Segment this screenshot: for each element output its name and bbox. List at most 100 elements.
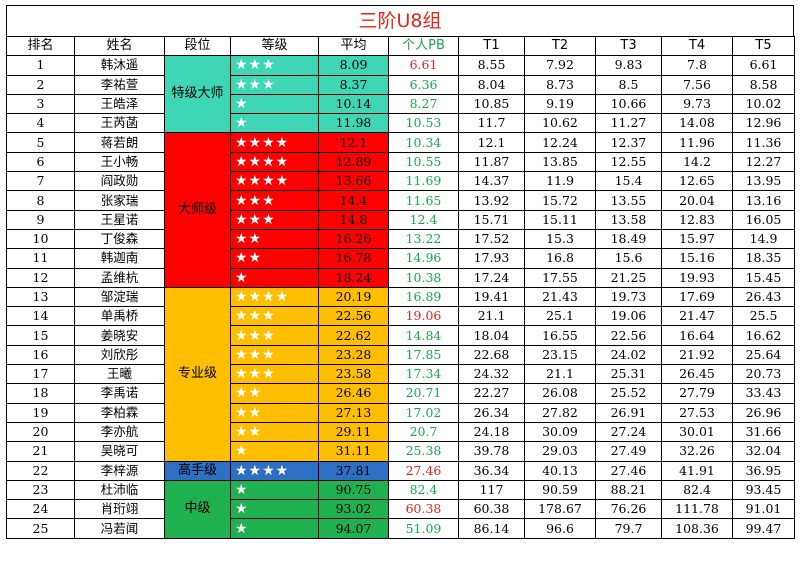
level-stars: ★★★: [230, 209, 319, 230]
rank-cell: 6: [6, 151, 75, 173]
t1-cell: 24.18: [458, 421, 525, 443]
average-cell: 13.66: [318, 171, 389, 192]
t1-cell: 14.37: [458, 171, 525, 192]
t2-cell: 10.62: [524, 113, 596, 134]
name-cell: 李禹诺: [74, 383, 165, 404]
t1-cell: 10.85: [458, 93, 525, 115]
t1-cell: 22.68: [458, 344, 525, 366]
name-cell: 李亦航: [74, 421, 165, 443]
pb-cell: 82.4: [388, 479, 459, 501]
header-pb: 个人PB: [388, 35, 459, 57]
t3-cell: 79.7: [595, 518, 662, 539]
level-stars: ★★★: [230, 55, 319, 76]
header-t1: T1: [458, 35, 525, 57]
table-row: 25 冯若闻 ★ 94.07 51.09 86.14 96.6 79.7 108.36 99.47: [6, 518, 795, 539]
table-row: 16 刘欣彤 ★★★ 23.28 17.85 22.68 23.15 24.02 21.92 25…: [6, 344, 795, 366]
level-stars: ★★: [230, 383, 319, 404]
name-cell: 杜沛临: [74, 479, 165, 501]
t2-cell: 17.55: [524, 267, 596, 288]
average-cell: 16.26: [318, 228, 389, 250]
t2-cell: 12.24: [524, 132, 596, 153]
average-cell: 29.11: [318, 421, 389, 443]
t2-cell: 15.72: [524, 190, 596, 211]
rank-cell: 2: [6, 74, 75, 95]
average-cell: 12.89: [318, 151, 389, 173]
name-cell: 孟维杭: [74, 267, 165, 288]
t4-cell: 7.8: [661, 55, 733, 76]
t3-cell: 27.24: [595, 421, 662, 443]
table-row: 17 王曦 ★★★ 23.58 17.34 24.32 21.1 25.31 26.45 20.7…: [6, 364, 795, 385]
name-cell: 王小畅: [74, 151, 165, 173]
t5-cell: 25.5: [732, 306, 795, 327]
t2-cell: 26.08: [524, 383, 596, 404]
average-cell: 90.75: [318, 479, 389, 501]
average-cell: 14.8: [318, 209, 389, 230]
t2-cell: 40.13: [524, 460, 596, 481]
pb-cell: 8.27: [388, 93, 459, 115]
tier-cell: 专业级: [164, 286, 231, 462]
t1-cell: 36.34: [458, 460, 525, 481]
t4-cell: 20.04: [661, 190, 733, 211]
pb-cell: 17.85: [388, 344, 459, 366]
tier-cell: 特级大师: [164, 55, 231, 134]
t3-cell: 11.27: [595, 113, 662, 134]
t3-cell: 25.31: [595, 364, 662, 385]
pb-cell: 11.65: [388, 190, 459, 211]
pb-cell: 14.84: [388, 325, 459, 346]
name-cell: 吴晓可: [74, 441, 165, 462]
level-stars: ★★: [230, 421, 319, 443]
name-cell: 刘欣彤: [74, 344, 165, 366]
results-body: 1 韩沐遥 特级大师 ★★★ 8.09 6.61 8.55 7.92 9.83 7.8 6.61 2 李…: [6, 55, 795, 539]
table-row: 7 阎政勋 ★★★★ 13.66 11.69 14.37 11.9 15.4 12.65 13.9…: [6, 171, 795, 192]
pb-cell: 25.38: [388, 441, 459, 462]
t1-cell: 17.24: [458, 267, 525, 288]
t4-cell: 26.45: [661, 364, 733, 385]
t4-cell: 14.08: [661, 113, 733, 134]
table-row: 12 孟维杭 ★ 18.24 10.38 17.24 17.55 21.25 19.93 15.4…: [6, 267, 795, 288]
t3-cell: 12.37: [595, 132, 662, 153]
t2-cell: 8.73: [524, 74, 596, 95]
rank-cell: 5: [6, 132, 75, 153]
sheet-title: 三阶U8组: [6, 5, 794, 36]
name-cell: 单禹桥: [74, 306, 165, 327]
t1-cell: 39.78: [458, 441, 525, 462]
pb-cell: 13.22: [388, 228, 459, 250]
t3-cell: 88.21: [595, 479, 662, 501]
rank-cell: 22: [6, 460, 75, 481]
level-stars: ★: [230, 93, 319, 115]
t4-cell: 9.73: [661, 93, 733, 115]
t5-cell: 99.47: [732, 518, 795, 539]
t4-cell: 11.96: [661, 132, 733, 153]
header-t2: T2: [524, 35, 596, 57]
t1-cell: 11.87: [458, 151, 525, 173]
table-row: 10 丁俊森 ★★ 16.26 13.22 17.52 15.3 18.49 15.97 14.9: [6, 228, 795, 250]
rank-cell: 10: [6, 228, 75, 250]
t5-cell: 20.73: [732, 364, 795, 385]
t2-cell: 11.9: [524, 171, 596, 192]
t5-cell: 12.27: [732, 151, 795, 173]
name-cell: 阎政勋: [74, 171, 165, 192]
results-table: 排名 姓名 段位 等级 平均 个人PB T1 T2 T3 T4 T5 1 韩沐遥特…: [6, 35, 795, 539]
level-stars: ★★★: [230, 325, 319, 346]
t2-cell: 7.92: [524, 55, 596, 76]
pb-cell: 60.38: [388, 499, 459, 520]
t5-cell: 93.45: [732, 479, 795, 501]
pb-cell: 16.89: [388, 286, 459, 308]
rank-cell: 20: [6, 421, 75, 443]
rank-cell: 11: [6, 248, 75, 269]
table-row: 8 张家瑞 ★★★ 14.4 11.65 13.92 15.72 13.55 20.04 13.1…: [6, 190, 795, 211]
t1-cell: 8.04: [458, 74, 525, 95]
rank-cell: 15: [6, 325, 75, 346]
average-cell: 22.62: [318, 325, 389, 346]
name-cell: 李梓源: [74, 460, 165, 481]
t1-cell: 21.1: [458, 306, 525, 327]
t1-cell: 11.7: [458, 113, 525, 134]
table-row: 4 王芮菡 ★ 11.98 10.53 11.7 10.62 11.27 14.08 12.96: [6, 113, 795, 134]
header-tier: 段位: [164, 35, 231, 57]
t2-cell: 16.55: [524, 325, 596, 346]
level-stars: ★: [230, 113, 319, 134]
pb-cell: 10.34: [388, 132, 459, 153]
name-cell: 李祐萱: [74, 74, 165, 95]
t4-cell: 15.16: [661, 248, 733, 269]
results-sheet: 三阶U8组 排名 姓名 段位 等级 平均 个人PB T1 T2: [6, 5, 795, 539]
